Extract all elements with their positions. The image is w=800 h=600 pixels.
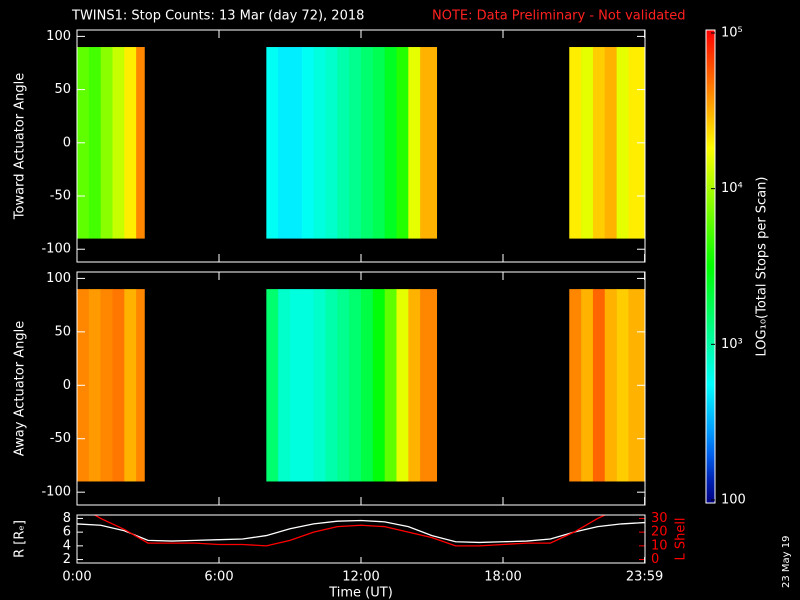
y-tick-label: 4: [63, 538, 71, 553]
y-tick-label: 2: [63, 552, 71, 567]
y-tick-label: 50: [54, 82, 71, 97]
heatmap-cell: [266, 289, 279, 482]
heatmap-cell: [136, 47, 145, 239]
frame: [76, 271, 646, 506]
colorbar: [705, 29, 716, 504]
frame: [76, 514, 646, 564]
heatmap-cell: [616, 289, 629, 482]
heatmap-cell: [325, 47, 338, 239]
heatmap-cell: [581, 47, 594, 239]
heatmap-cell: [628, 47, 646, 239]
heatmap-cell: [290, 47, 303, 239]
heatmap-cell: [278, 289, 291, 482]
heatmap-cell: [408, 47, 421, 239]
y-axis-label: Away Actuator Angle: [13, 321, 28, 456]
heatmap-cell: [100, 289, 113, 482]
heatmap-cell: [384, 47, 397, 239]
heatmap-cell: [569, 289, 582, 482]
colorbar-tick-label: 10⁵: [721, 26, 743, 41]
heatmap-cell: [100, 47, 113, 239]
heatmap-cell: [313, 289, 326, 482]
heatmap-cell: [112, 47, 125, 239]
heatmap-cell: [88, 47, 101, 239]
y2-tick-label: 30: [651, 511, 668, 526]
heatmap-cell: [313, 47, 326, 239]
heatmap-cell: [337, 47, 350, 239]
heatmap-cell: [628, 289, 646, 482]
heatmap-cell: [290, 289, 303, 482]
colorbar-tick-label: 10³: [721, 337, 743, 352]
heatmap-cell: [396, 289, 409, 482]
y-axis-label: Toward Actuator Angle: [13, 73, 28, 220]
y-tick-label: 0: [63, 378, 71, 393]
note: NOTE: Data Preliminary - Not validated: [432, 9, 686, 24]
y-tick-label: -50: [50, 431, 71, 446]
heatmap-cell: [278, 47, 291, 239]
heatmap-cell: [592, 47, 606, 239]
heatmap-cell: [592, 289, 606, 482]
y-tick-label: -100: [41, 242, 71, 257]
heatmap-cell: [301, 47, 314, 239]
heatmap-cell: [349, 289, 362, 482]
colorbar-tick-label: 100: [721, 493, 746, 508]
heatmap-cell: [349, 47, 362, 239]
x-tick-label: 23:59: [626, 570, 663, 585]
y2-tick-label: 20: [651, 525, 668, 540]
heatmap-cell: [361, 289, 374, 482]
series-line: [77, 519, 645, 544]
heatmap-cell: [88, 289, 101, 482]
y-tick-label: -50: [50, 189, 71, 204]
heatmap-cell: [408, 289, 421, 482]
y-tick-label: 6: [63, 525, 71, 540]
y-tick-label: 8: [63, 511, 71, 526]
heatmap-cell: [124, 289, 137, 482]
heatmap-cell: [112, 289, 125, 482]
series-line: [93, 515, 607, 547]
x-tick-label: 12:00: [342, 570, 379, 585]
heatmap-cell: [604, 289, 617, 482]
heatmap-cell: [136, 289, 145, 482]
x-axis-label: Time (UT): [328, 586, 393, 600]
colorbar-label: LOG₁₀(Total Stops per Scan): [755, 177, 770, 357]
heatmap-cell: [325, 289, 338, 482]
x-tick-label: 18:00: [484, 570, 521, 585]
footer-date: 23 May 19: [781, 536, 792, 588]
y-axis-label: R [Rₑ]: [13, 520, 28, 558]
heatmap-cell: [124, 47, 137, 239]
colorbar-tick-label: 10⁴: [721, 181, 743, 196]
heatmap-cell: [604, 47, 617, 239]
heatmap-cell: [569, 47, 582, 239]
frame: [76, 29, 646, 263]
heatmap-cell: [396, 47, 409, 239]
heatmap-cell: [372, 47, 385, 239]
x-tick-label: 6:00: [204, 570, 233, 585]
heatmap-cell: [616, 47, 629, 239]
heatmap-cell: [384, 289, 397, 482]
chart-title: TWINS1: Stop Counts: 13 Mar (day 72), 20…: [71, 9, 364, 24]
heatmap-cell: [266, 47, 279, 239]
heatmap-cell: [420, 47, 438, 239]
heatmap-cell: [372, 289, 385, 482]
heatmap-cell: [337, 289, 350, 482]
heatmap-cell: [361, 47, 374, 239]
y-tick-label: 0: [63, 135, 71, 150]
y-tick-label: 50: [54, 324, 71, 339]
heatmap-cell: [420, 289, 438, 482]
heatmap-cell: [301, 289, 314, 482]
y-tick-label: 100: [46, 271, 71, 286]
y2-tick-label: 10: [651, 538, 668, 553]
x-tick-label: 0:00: [62, 570, 91, 585]
heatmap-cell: [581, 289, 594, 482]
y2-axis-label: L Shell: [674, 517, 689, 560]
y-tick-label: 100: [46, 29, 71, 44]
y2-tick-label: 0: [651, 552, 659, 567]
y-tick-label: -100: [41, 485, 71, 500]
